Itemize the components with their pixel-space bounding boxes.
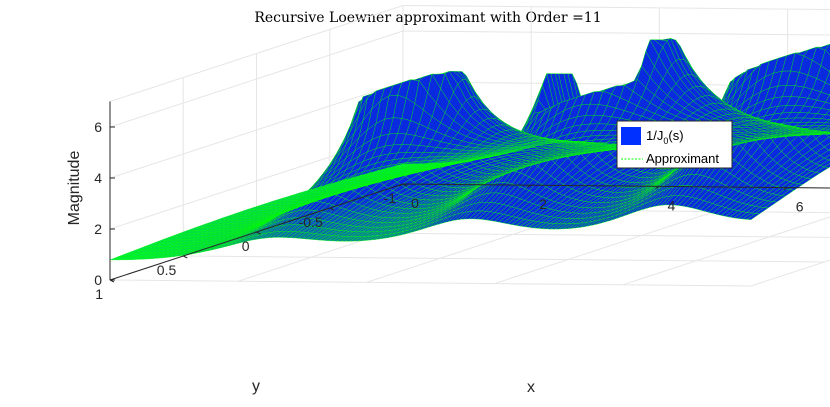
grid-line (622, 216, 830, 286)
surface-patch (824, 125, 830, 129)
surface-patch (825, 71, 830, 86)
surface-patch (825, 119, 830, 124)
grid-line (750, 259, 830, 287)
grid-line (402, 30, 830, 36)
surface-patch (824, 143, 830, 151)
surface-patch (824, 154, 830, 161)
surface-patch (823, 163, 830, 168)
surface-patch (824, 44, 830, 56)
surface-patch (825, 94, 830, 104)
surface-patch (825, 109, 830, 116)
chart-title: Recursive Loewner approximant with Order… (254, 10, 601, 26)
grid-line (109, 279, 752, 287)
grid-line (402, 81, 830, 87)
surface-patch (825, 129, 830, 132)
grid-line (183, 255, 825, 263)
surface (109, 38, 830, 261)
grid-line (402, 5, 830, 10)
grid-line (109, 5, 404, 102)
